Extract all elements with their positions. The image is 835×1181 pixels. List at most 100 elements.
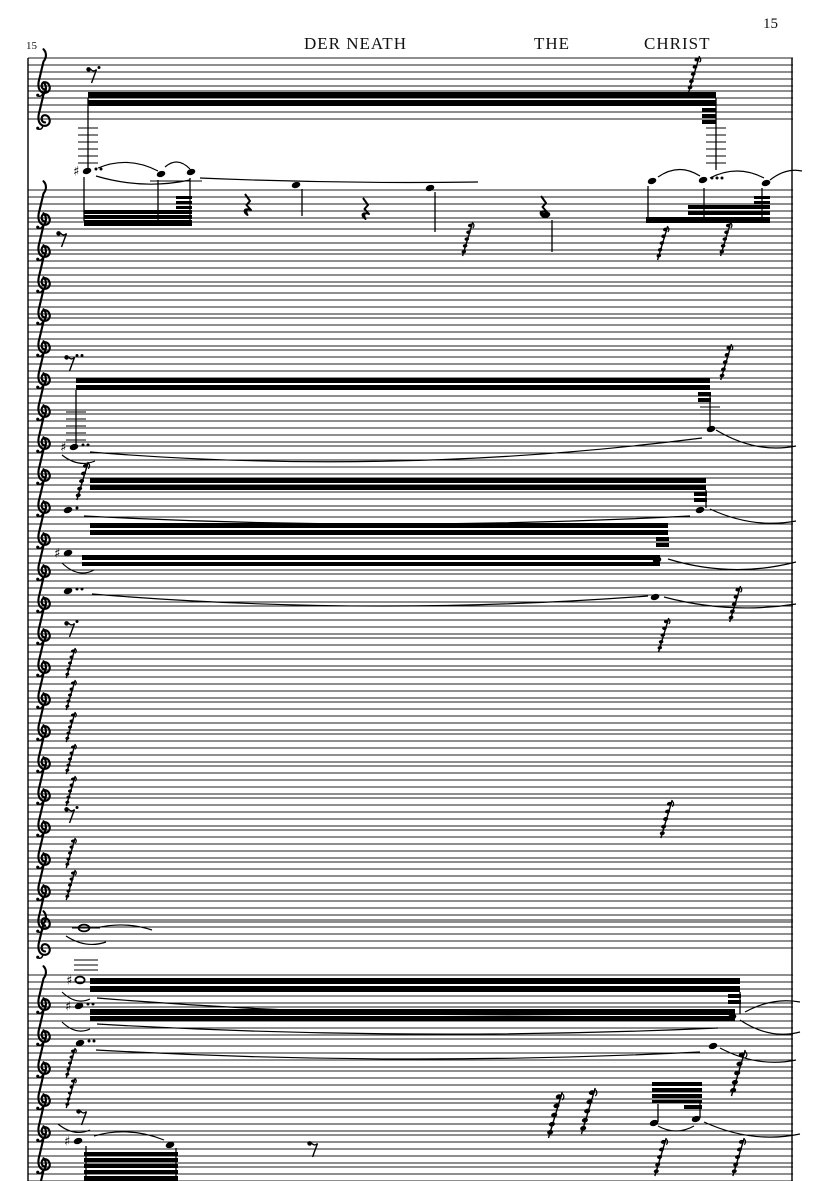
clef-stroke bbox=[37, 1061, 51, 1107]
notehead bbox=[708, 1042, 718, 1050]
clef-stroke bbox=[37, 340, 51, 386]
tremolo-beam bbox=[688, 205, 770, 209]
slur bbox=[703, 1121, 801, 1138]
notehead-open bbox=[74, 975, 86, 985]
clef-stroke bbox=[37, 884, 51, 930]
eighth-rest-icon bbox=[64, 354, 84, 372]
notehead bbox=[73, 1137, 83, 1145]
grace-notehead bbox=[731, 602, 737, 606]
rest-slash bbox=[80, 1111, 88, 1126]
clef-tail bbox=[37, 954, 44, 959]
tremolo-beam bbox=[728, 1000, 741, 1004]
grace-run-icon bbox=[653, 1137, 669, 1177]
grace-notehead bbox=[68, 883, 72, 887]
tremolo-beam bbox=[88, 100, 716, 106]
rest-blob bbox=[86, 67, 91, 72]
grace-notehead bbox=[68, 693, 72, 697]
clef-dot bbox=[36, 1106, 40, 1110]
grace-notehead bbox=[71, 839, 75, 843]
clef-stroke bbox=[37, 997, 51, 1043]
slur bbox=[719, 1047, 797, 1063]
notehead bbox=[691, 1115, 701, 1123]
grace-run-icon bbox=[65, 679, 77, 711]
lyric-syllable: THE bbox=[534, 34, 571, 53]
clef-dot bbox=[36, 289, 40, 293]
grace-notehead bbox=[71, 745, 75, 749]
notehead bbox=[74, 1002, 84, 1010]
grace-notehead bbox=[71, 649, 75, 653]
dot bbox=[86, 443, 90, 447]
rest-slash bbox=[90, 69, 98, 84]
tremolo-beam bbox=[90, 478, 706, 483]
clef-stroke bbox=[37, 244, 51, 290]
grace-notehead bbox=[657, 646, 663, 650]
grace-notehead bbox=[687, 85, 693, 90]
tremolo-beam bbox=[76, 378, 710, 383]
grace-flag bbox=[743, 1138, 747, 1146]
grace-notehead bbox=[730, 609, 735, 614]
grace-notehead bbox=[75, 493, 81, 498]
grace-flag bbox=[743, 1050, 748, 1059]
tremolo-beam bbox=[176, 206, 192, 209]
quarter-rest-icon bbox=[361, 197, 370, 220]
grace-run-icon bbox=[65, 869, 77, 901]
clef-dot bbox=[36, 1170, 40, 1174]
dot bbox=[94, 167, 98, 171]
dot bbox=[720, 176, 724, 180]
grace-notehead bbox=[719, 373, 725, 378]
notehead bbox=[650, 593, 660, 601]
grace-notehead bbox=[68, 1061, 72, 1065]
dot bbox=[80, 587, 84, 591]
grace-notehead bbox=[731, 1079, 738, 1085]
grace-notehead bbox=[82, 463, 88, 468]
clef-stroke bbox=[37, 660, 51, 706]
slur bbox=[61, 562, 95, 574]
notes: ♯ ♯ ♯ ♯ ♯ ♯ bbox=[54, 165, 771, 1150]
grace-notehead bbox=[692, 64, 698, 69]
clef-stroke bbox=[37, 308, 51, 354]
slur bbox=[739, 1019, 801, 1035]
grace-run-icon bbox=[65, 1047, 77, 1079]
slur bbox=[667, 558, 797, 571]
clef-stroke bbox=[37, 852, 51, 898]
clef-dot bbox=[36, 353, 40, 357]
tremolo-beam bbox=[90, 523, 668, 528]
grace-notehead bbox=[80, 471, 87, 476]
notehead bbox=[75, 1039, 85, 1047]
grace-notehead bbox=[71, 1079, 75, 1083]
grace-notehead bbox=[719, 250, 725, 254]
grace-notehead bbox=[65, 704, 70, 708]
slurs bbox=[57, 161, 803, 1141]
notehead bbox=[761, 179, 771, 187]
clef-dot bbox=[36, 865, 40, 869]
dot bbox=[75, 587, 79, 591]
grace-notehead bbox=[662, 626, 667, 630]
slur bbox=[744, 1000, 801, 1013]
grace-notehead bbox=[690, 72, 696, 76]
tremolo-beam bbox=[656, 537, 669, 541]
eighth-rest-icon bbox=[64, 620, 79, 638]
grace-flag bbox=[593, 1088, 598, 1097]
slur bbox=[61, 1021, 91, 1032]
rest-slash bbox=[68, 357, 76, 372]
clef-dot bbox=[36, 449, 40, 453]
grace-notehead bbox=[66, 889, 71, 893]
clef-stroke bbox=[37, 724, 51, 770]
clef-stroke bbox=[37, 1029, 51, 1075]
slur bbox=[89, 437, 703, 463]
clef-dot bbox=[36, 955, 40, 959]
grace-notehead bbox=[548, 1121, 555, 1127]
ledgers bbox=[66, 127, 726, 971]
grace-notehead bbox=[69, 1085, 74, 1089]
sharp-icon: ♯ bbox=[60, 441, 66, 456]
grace-notehead bbox=[661, 824, 667, 829]
clef-tail bbox=[37, 92, 44, 97]
quarter-rest-icon bbox=[539, 195, 548, 218]
tremolo-beam bbox=[694, 492, 707, 496]
clef-dot bbox=[36, 321, 40, 325]
grace-flag bbox=[667, 618, 671, 625]
grace-run-icon bbox=[65, 743, 77, 775]
grace-notehead bbox=[736, 1061, 743, 1067]
grace-notehead bbox=[66, 699, 71, 703]
grace-notehead bbox=[69, 845, 74, 849]
